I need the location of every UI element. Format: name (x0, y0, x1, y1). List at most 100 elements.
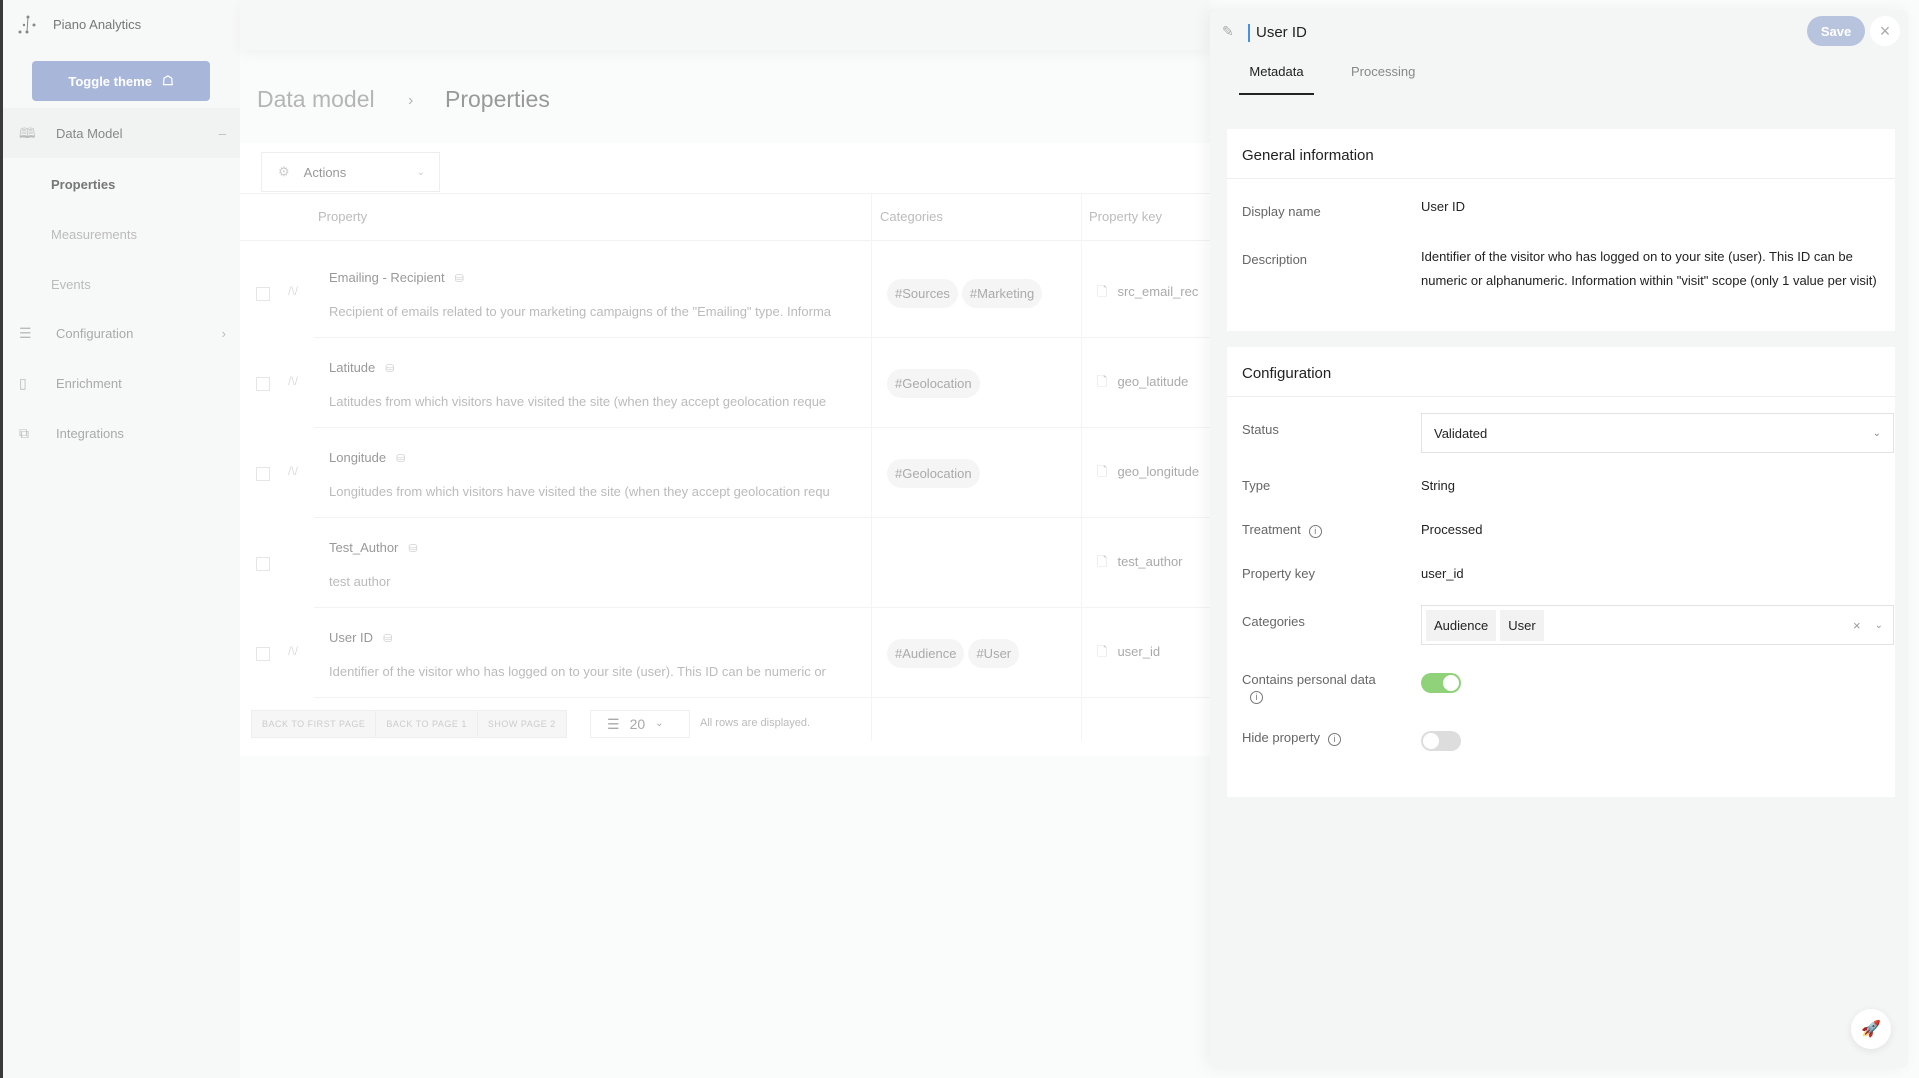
table-row[interactable]: Test_Author ⛁ test author 🗋 test_author (240, 518, 1215, 608)
property-key: 🗋 geo_latitude (1097, 373, 1215, 395)
category-tags: #Sources #Marketing (887, 279, 1043, 308)
type-value: String (1421, 478, 1455, 493)
row-checkbox[interactable] (256, 467, 270, 481)
hide-property-label: Hide property i (1242, 730, 1342, 746)
hide-property-label-text: Hide property (1242, 730, 1321, 745)
rocket-icon[interactable]: 🚀 (1851, 1009, 1891, 1049)
table-row[interactable]: /\/ Latitude ⛁ Latitudes from which visito… (240, 338, 1215, 428)
sidebar-item-label: Data Model (56, 125, 123, 141)
chevron-down-icon: ⌄ (1874, 619, 1883, 631)
panel-title[interactable]: User ID (1248, 24, 1307, 42)
property-title[interactable]: Longitude ⛁ (329, 450, 405, 465)
database-icon: ⛁ (396, 453, 406, 465)
sidebar-item-label: Enrichment (56, 375, 122, 391)
clear-icon[interactable]: × (1853, 617, 1861, 633)
row-checkbox[interactable] (256, 647, 270, 661)
property-title[interactable]: Test_Author ⛁ (329, 540, 418, 555)
actions-dropdown[interactable]: ⚙ Actions ⌄ (261, 152, 440, 192)
display-name-label: Display name (1242, 204, 1321, 219)
category-chip[interactable]: Audience (1426, 609, 1497, 641)
display-name-value[interactable]: User ID (1421, 199, 1466, 214)
page-size-value: 20 (629, 716, 646, 732)
sidebar-item-enrichment[interactable]: ▯ Enrichment (3, 358, 240, 408)
header-property[interactable]: Property (318, 209, 368, 224)
category-tag: #Sources (887, 279, 958, 308)
rows-status: All rows are displayed. (700, 717, 811, 729)
property-name: Test_Author (329, 540, 399, 555)
sidebar: Piano Analytics Toggle theme ☖ 🕮 Data Mode… (0, 0, 240, 1078)
table-row[interactable]: /\/ Emailing - Recipient ⛁ Recipient of em… (240, 248, 1215, 338)
sidebar-item-measurements[interactable]: Measurements (51, 227, 137, 242)
pagination-buttons: BACK TO FIRST PAGE BACK TO PAGE 1 SHOW P… (251, 710, 567, 738)
category-tag: #Audience (887, 639, 965, 668)
sidebar-item-integrations[interactable]: ⧉ Integrations (3, 408, 240, 458)
sidebar-item-data-model[interactable]: 🕮 Data Model – (3, 108, 240, 158)
categories-select[interactable]: Audience User × ⌄ (1421, 605, 1894, 645)
list-icon: ☰ (607, 716, 620, 732)
info-icon[interactable]: i (1328, 733, 1342, 746)
copy-icon: ⧉ (19, 425, 29, 441)
back-to-page-1-button[interactable]: BACK TO PAGE 1 (376, 711, 478, 737)
status-select[interactable]: Validated ⌄ (1421, 413, 1894, 453)
page-size-select[interactable]: ☰ 20 ⌄ (590, 710, 690, 738)
close-icon[interactable]: × (1870, 16, 1900, 46)
toggle-theme-button[interactable]: Toggle theme ☖ (32, 61, 210, 101)
category-tag: #Marketing (961, 279, 1043, 308)
row-checkbox[interactable] (256, 377, 270, 391)
category-tags: #Audience #User (887, 639, 1020, 668)
personal-data-label: Contains personal data i (1242, 672, 1402, 704)
category-tag: #Geolocation (887, 459, 980, 488)
row-divider (314, 517, 1215, 518)
info-icon[interactable]: i (1250, 691, 1263, 704)
section-heading: General information (1227, 129, 1895, 179)
property-title[interactable]: User ID ⛁ (329, 630, 392, 645)
sliders-icon: ☰ (19, 325, 32, 341)
actions-label: Actions (303, 164, 347, 180)
row-checkbox[interactable] (256, 287, 270, 301)
row-checkbox[interactable] (256, 557, 270, 571)
analytics-icon: /\/ (288, 284, 299, 298)
general-information-section: General information Display name User ID… (1227, 129, 1895, 331)
property-title[interactable]: Latitude ⛁ (329, 360, 394, 375)
top-bar (240, 0, 1210, 50)
hide-property-toggle[interactable] (1421, 731, 1461, 751)
tab-metadata[interactable]: Metadata (1239, 64, 1314, 95)
table-row[interactable]: /\/ User ID ⛁ Identifier of the visitor wh… (240, 608, 1215, 698)
property-name: User ID (329, 630, 374, 645)
pencil-icon: ✎ (1222, 23, 1234, 39)
property-description: Latitudes from which visitors have visit… (329, 394, 827, 409)
save-button[interactable]: Save (1807, 16, 1865, 46)
analytics-icon: /\/ (288, 464, 299, 478)
category-chip[interactable]: User (1500, 609, 1544, 641)
back-to-first-page-button[interactable]: BACK TO FIRST PAGE (252, 711, 377, 737)
property-key-value: user_id (1421, 566, 1464, 581)
header-property-key[interactable]: Property key (1089, 209, 1162, 224)
categories-label: Categories (1242, 614, 1305, 629)
treatment-value: Processed (1421, 522, 1483, 537)
property-name: Emailing - Recipient (329, 270, 445, 285)
personal-data-label-text: Contains personal data (1242, 672, 1376, 687)
property-key-text: user_id (1117, 644, 1161, 659)
property-detail-panel: ✎ User ID Save × Metadata Processing Gen… (1210, 10, 1908, 1068)
tab-processing[interactable]: Processing (1351, 64, 1416, 79)
property-title[interactable]: Emailing - Recipient ⛁ (329, 270, 464, 285)
property-key-text: src_email_rec (1117, 284, 1199, 299)
personal-data-toggle[interactable] (1421, 673, 1461, 693)
file-icon: 🗋 (1097, 554, 1108, 569)
info-icon[interactable]: i (1308, 525, 1322, 538)
description-value[interactable]: Identifier of the visitor who has logged… (1421, 249, 1877, 288)
sidebar-item-configuration[interactable]: ☰ Configuration › (3, 308, 240, 358)
property-description: Recipient of emails related to your mark… (329, 304, 832, 319)
sidebar-item-properties[interactable]: Properties (51, 177, 116, 192)
breadcrumb-parent[interactable]: Data model (257, 86, 375, 112)
panel-icon: ▯ (19, 375, 27, 391)
header-categories[interactable]: Categories (880, 209, 943, 224)
sidebar-item-events[interactable]: Events (51, 277, 91, 292)
property-key-text: geo_latitude (1117, 374, 1189, 389)
table-row[interactable]: /\/ Longitude ⛁ Longitudes from which visi… (240, 428, 1215, 518)
file-icon: 🗋 (1097, 284, 1108, 299)
configuration-section: Configuration Status Validated ⌄ Type Str… (1227, 347, 1895, 797)
toggle-theme-label: Toggle theme (68, 73, 152, 89)
sidebar-item-label: Configuration (56, 325, 134, 341)
show-page-2-button[interactable]: SHOW PAGE 2 (487, 719, 556, 729)
